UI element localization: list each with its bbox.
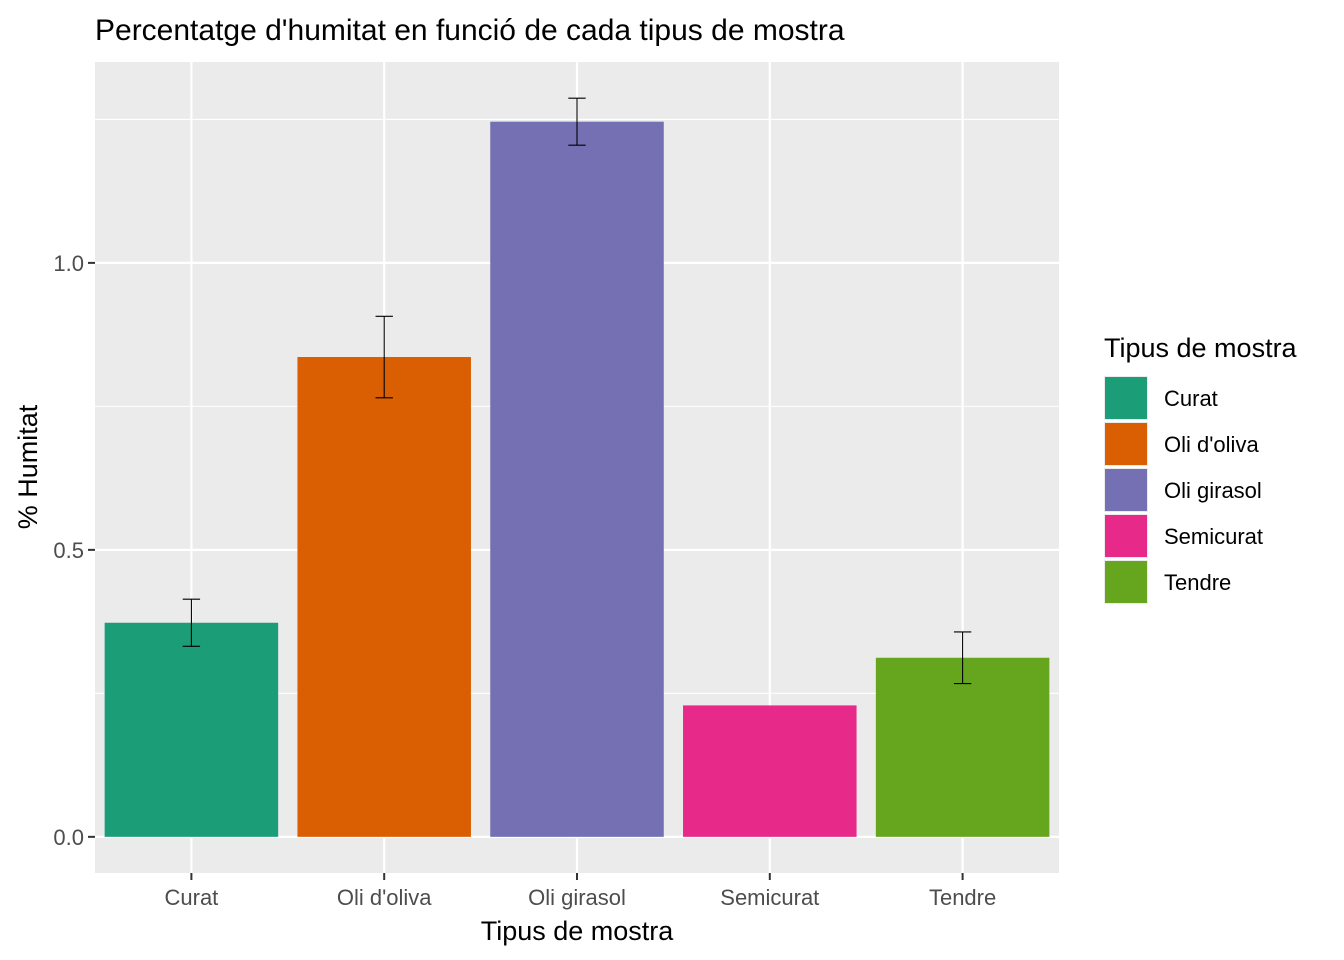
bar <box>297 357 471 837</box>
legend-label: Oli d'oliva <box>1164 432 1259 457</box>
y-tick-label: 1.0 <box>53 251 84 276</box>
legend-entry: Semicurat <box>1104 514 1263 558</box>
legend-label: Semicurat <box>1164 524 1263 549</box>
legend: Tipus de mostra Curat Oli d'oliva Oli gira… <box>1104 333 1298 604</box>
x-tick-label: Oli girasol <box>528 885 626 910</box>
legend-swatch <box>1105 515 1147 557</box>
y-tick-label: 0.0 <box>53 825 84 850</box>
legend-swatch <box>1105 423 1147 465</box>
legend-entry: Tendre <box>1104 560 1231 604</box>
legend-label: Curat <box>1164 386 1218 411</box>
bar <box>490 121 664 837</box>
legend-swatch <box>1105 377 1147 419</box>
legend-label: Oli girasol <box>1164 478 1262 503</box>
legend-swatch <box>1105 561 1147 603</box>
x-tick-label: Tendre <box>929 885 996 910</box>
y-axis: 0.0 0.5 1.0 <box>53 251 95 850</box>
bar <box>875 657 1050 837</box>
error-bar <box>953 631 972 685</box>
x-tick-label: Semicurat <box>720 885 819 910</box>
legend-entry: Oli d'oliva <box>1104 422 1259 466</box>
y-axis-title: % Humitat <box>13 404 43 529</box>
legend-label: Tendre <box>1164 570 1231 595</box>
chart-title: Percentatge d'humitat en funció de cada … <box>95 14 845 47</box>
bars <box>104 121 1050 837</box>
error-bar <box>375 315 393 399</box>
error-bar <box>182 598 201 647</box>
bar <box>683 705 857 837</box>
x-tick-label: Oli d'oliva <box>337 885 432 910</box>
legend-swatch <box>1105 469 1147 511</box>
bar <box>104 622 279 837</box>
error-bar <box>568 97 586 146</box>
legend-entry: Curat <box>1104 376 1218 420</box>
x-axis: Curat Oli d'oliva Oli girasol Semicurat Tend… <box>165 873 996 910</box>
legend-entry: Oli girasol <box>1104 468 1262 512</box>
error-bars <box>182 97 972 685</box>
legend-title: Tipus de mostra <box>1104 333 1298 363</box>
y-tick-label: 0.5 <box>53 538 84 563</box>
legend-entries: Curat Oli d'oliva Oli girasol Semicurat Tend… <box>1104 376 1263 604</box>
x-tick-label: Curat <box>165 885 219 910</box>
x-axis-title: Tipus de mostra <box>481 916 675 946</box>
